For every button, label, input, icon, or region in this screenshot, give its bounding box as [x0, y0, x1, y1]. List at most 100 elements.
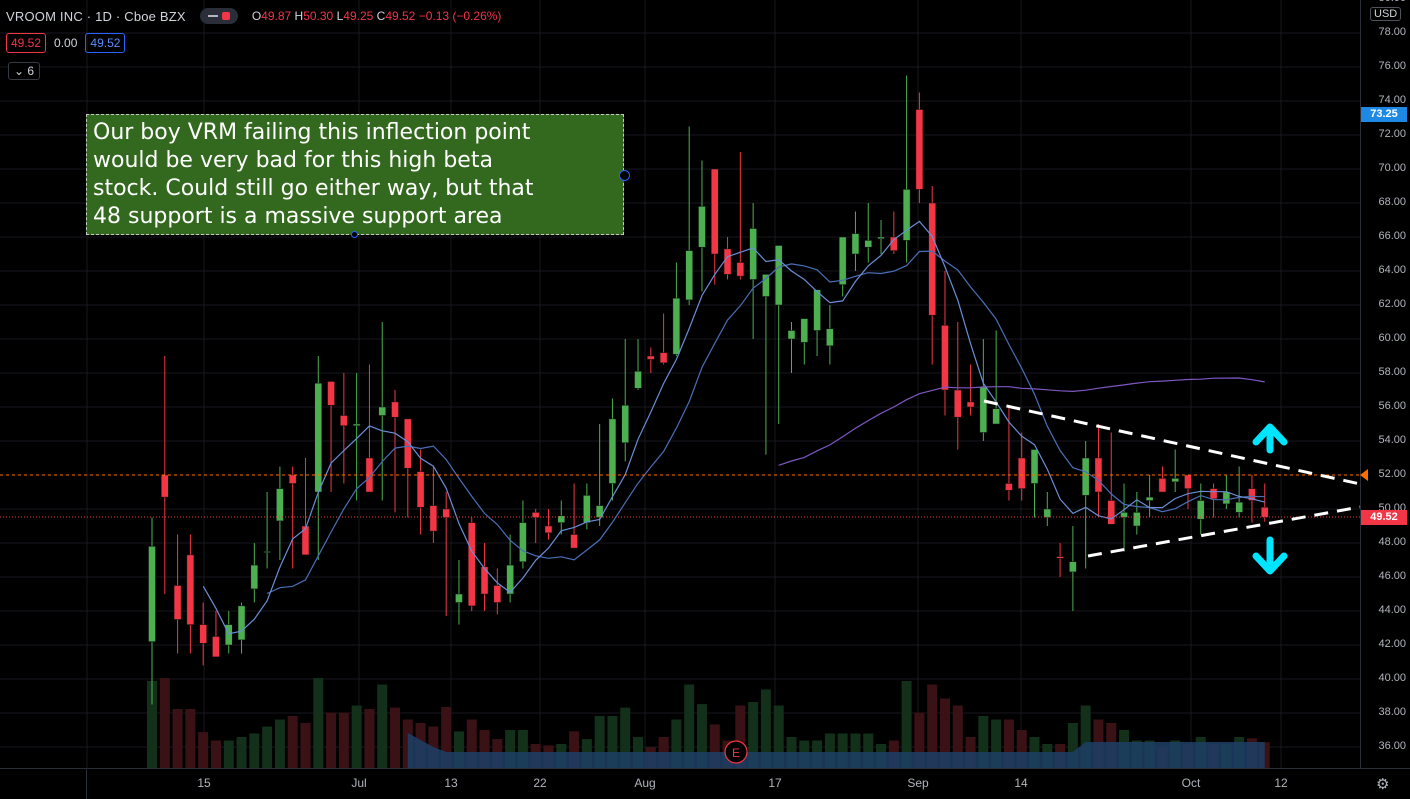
resistance-trendline [983, 399, 1361, 486]
price-tick-label: 40.00 [1378, 672, 1406, 684]
candle-body [1017, 457, 1026, 489]
currency-label[interactable]: USD [1370, 7, 1402, 21]
volume-bar [338, 712, 349, 768]
candle-body [595, 505, 604, 518]
indicators-collapse-button[interactable]: ⌄ 6 [8, 62, 41, 80]
candle-body [212, 636, 220, 658]
visibility-toggle[interactable] [199, 8, 238, 24]
candle-body [301, 525, 310, 556]
ask-box[interactable]: 49.52 [85, 33, 126, 53]
volume-bar [210, 740, 221, 768]
volume-bar [620, 707, 631, 768]
volume-bar [159, 678, 170, 768]
candle-body [161, 474, 169, 498]
candle-body [531, 512, 540, 518]
price-tick-label: 74.00 [1378, 94, 1406, 106]
volume-bar [824, 733, 835, 768]
high-price-tag: 73.25 [1361, 107, 1407, 122]
volume-bar [1067, 723, 1078, 768]
candle-body [327, 381, 335, 406]
earnings-marker[interactable]: E [724, 740, 748, 764]
ohlc-values: O49.87 H50.30 L49.25 C49.52 −0.13 (−0.26… [251, 9, 502, 23]
candle-body [557, 515, 566, 523]
volume-bar [735, 705, 746, 768]
note-line: Our boy VRM failing this inflection poin… [93, 120, 531, 145]
candle-body [404, 418, 412, 469]
note-resize-handle[interactable] [619, 170, 630, 181]
volume-bar [607, 716, 618, 768]
candle-body [314, 382, 323, 493]
price-tick-label: 60.00 [1378, 332, 1406, 344]
candle-body [148, 546, 156, 642]
volume-bar [671, 719, 682, 768]
volume-bar [236, 737, 247, 768]
candle-body [762, 274, 770, 297]
note-line: would be very bad for this high beta [93, 148, 493, 173]
earnings-label: E [732, 746, 740, 760]
volume-bar [453, 731, 464, 768]
bid-box[interactable]: 49.52 [6, 33, 47, 53]
volume-bar [991, 719, 1002, 768]
time-tick-label: 12 [1274, 776, 1288, 790]
candle-body [851, 233, 860, 255]
candle-body [749, 228, 757, 280]
volume-bar [351, 705, 362, 768]
volume-bar [863, 733, 874, 768]
price-tick-label: 66.00 [1378, 230, 1406, 242]
level-marker-icon [1360, 469, 1368, 481]
price-tick-label: 42.00 [1378, 638, 1406, 650]
close-value: 49.52 [385, 9, 416, 23]
change-value: −0.13 (−0.26%) [418, 9, 502, 23]
volume-bar [914, 712, 925, 768]
time-tick-label: Sep [907, 776, 929, 790]
support-trendline [1087, 505, 1361, 558]
price-tick-label: 58.00 [1378, 366, 1406, 378]
high-value: 50.30 [303, 9, 334, 23]
symbol-title[interactable]: VROOM INC · 1D · Cboe BZX [6, 8, 186, 24]
volume-bar [594, 716, 605, 768]
price-tick-label: 70.00 [1378, 162, 1406, 174]
annotation-note[interactable]: Our boy VRM failing this inflection poin… [86, 114, 624, 235]
volume-bar [748, 702, 759, 768]
candle-body [237, 605, 246, 641]
note-anchor-handle[interactable] [351, 231, 358, 238]
volume-bar [441, 706, 452, 768]
volume-bar [390, 707, 401, 768]
volume-bar [466, 719, 477, 768]
volume-bar [287, 716, 298, 768]
note-line: 48 support is a massive support area [93, 204, 503, 229]
candle-body [787, 330, 796, 340]
volume-bar [684, 684, 695, 768]
time-tick-label: Aug [634, 776, 656, 790]
candle-body [544, 525, 553, 534]
candle-body [519, 522, 527, 562]
candle-body [250, 564, 259, 590]
candle-body [1248, 488, 1256, 501]
time-tick-label: 14 [1014, 776, 1028, 790]
volume-bar [1080, 705, 1091, 768]
note-line: stock. Could still go either way, but th… [93, 176, 534, 201]
low-value: 49.25 [343, 9, 374, 23]
time-tick-label: 17 [768, 776, 782, 790]
volume-bar [696, 704, 707, 768]
price-tick-label: 46.00 [1378, 570, 1406, 582]
candle-body [1222, 491, 1231, 505]
volume-bar [569, 731, 580, 768]
candle-body [506, 564, 514, 595]
candle-body [1107, 500, 1115, 525]
moving-average-fast [202, 220, 1265, 635]
candle-body [186, 554, 195, 625]
volume-bar [952, 705, 963, 768]
volume-bar [939, 698, 950, 768]
candle-body [1145, 496, 1154, 501]
gear-icon[interactable]: ⚙ [1376, 776, 1390, 793]
candle-body [647, 355, 655, 360]
candle-body [263, 551, 271, 553]
volume-bar [326, 712, 337, 768]
volume-bar [249, 733, 260, 768]
price-tick-label: 48.00 [1378, 536, 1406, 548]
candle-body [1235, 501, 1243, 513]
volume-bar [479, 730, 490, 768]
candle-body [480, 566, 489, 595]
